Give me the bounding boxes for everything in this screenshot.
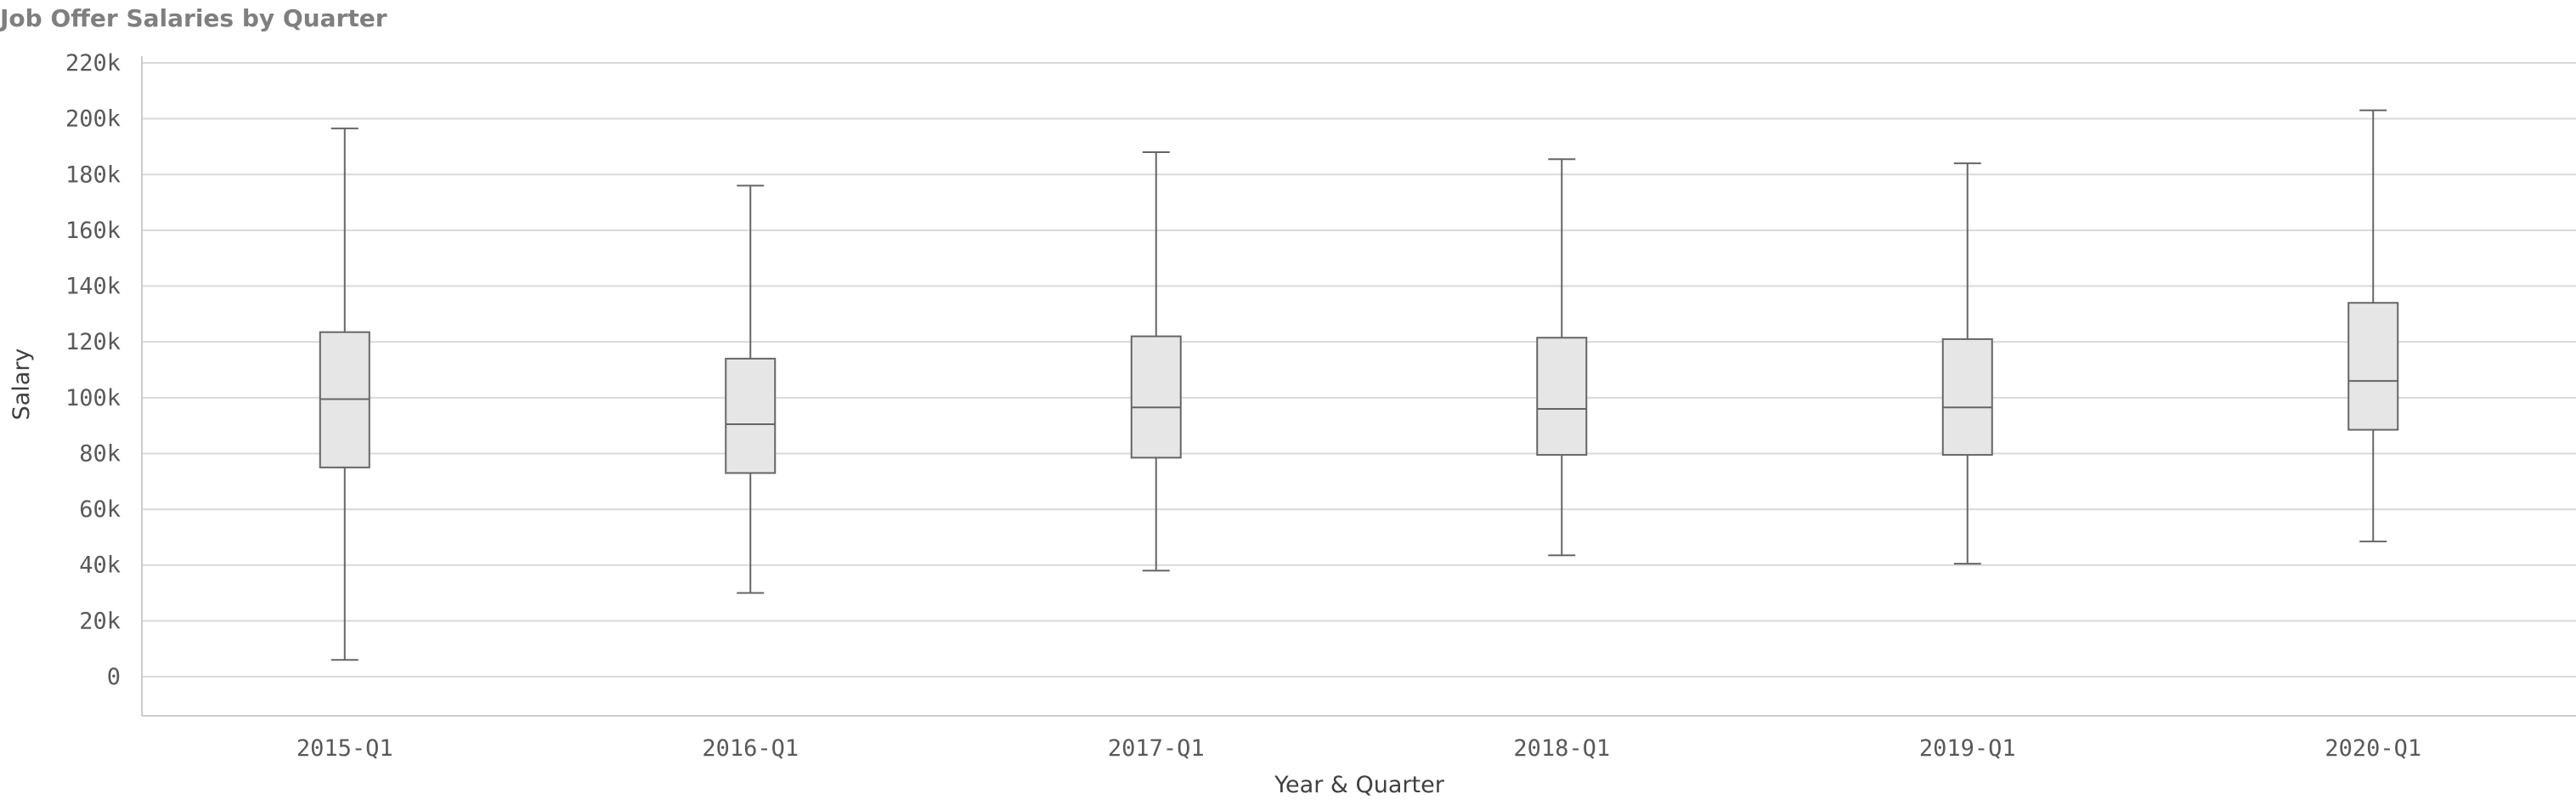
- chart-title: Job Offer Salaries by Quarter: [0, 4, 387, 32]
- box-2019-Q1: [1941, 162, 1993, 565]
- x-tick-label: 2015-Q1: [297, 735, 393, 762]
- y-tick-label: 180k: [65, 162, 121, 188]
- y-tick-label: 100k: [65, 385, 121, 411]
- box-2020-Q1: [2347, 109, 2399, 542]
- y-tick-label: 40k: [79, 553, 121, 579]
- box-2017-Q1: [1130, 151, 1182, 572]
- y-tick-label: 80k: [79, 440, 121, 467]
- y-tick-label: 160k: [65, 218, 121, 244]
- interquartile-box: [1941, 337, 1993, 457]
- box-series: [319, 109, 2399, 661]
- interquartile-box: [1130, 335, 1182, 459]
- y-tick-label: 120k: [65, 329, 121, 355]
- x-tick-label: 2016-Q1: [702, 735, 799, 762]
- x-tick-label: 2018-Q1: [1513, 735, 1610, 762]
- x-tick-label: 2017-Q1: [1108, 735, 1205, 762]
- y-axis-title: Salary: [8, 349, 35, 421]
- x-axis-ticks: 2015-Q1 2016-Q1 2017-Q1 2018-Q1 2019-Q1 2020-…: [297, 735, 2421, 762]
- box-2018-Q1: [1536, 158, 1588, 557]
- interquartile-box: [725, 357, 777, 474]
- x-tick-label: 2019-Q1: [1919, 735, 2016, 762]
- y-axis-ticks: 0 20k 40k 60k 80k 100k 120k 140k 160k 180k 200k 220…: [65, 50, 121, 690]
- interquartile-box: [2347, 302, 2399, 431]
- gridlines: [142, 62, 2576, 678]
- interquartile-box: [1536, 337, 1588, 457]
- y-tick-label: 140k: [65, 274, 121, 300]
- y-tick-label: 220k: [65, 50, 121, 77]
- y-tick-label: 20k: [79, 608, 121, 634]
- x-tick-label: 2020-Q1: [2325, 735, 2421, 762]
- y-tick-label: 200k: [65, 106, 121, 133]
- box-2015-Q1: [319, 128, 370, 661]
- y-tick-label: 60k: [79, 496, 121, 523]
- x-axis-title: Year & Quarter: [1274, 772, 1445, 798]
- box-2016-Q1: [725, 184, 777, 594]
- y-tick-label: 0: [107, 664, 121, 690]
